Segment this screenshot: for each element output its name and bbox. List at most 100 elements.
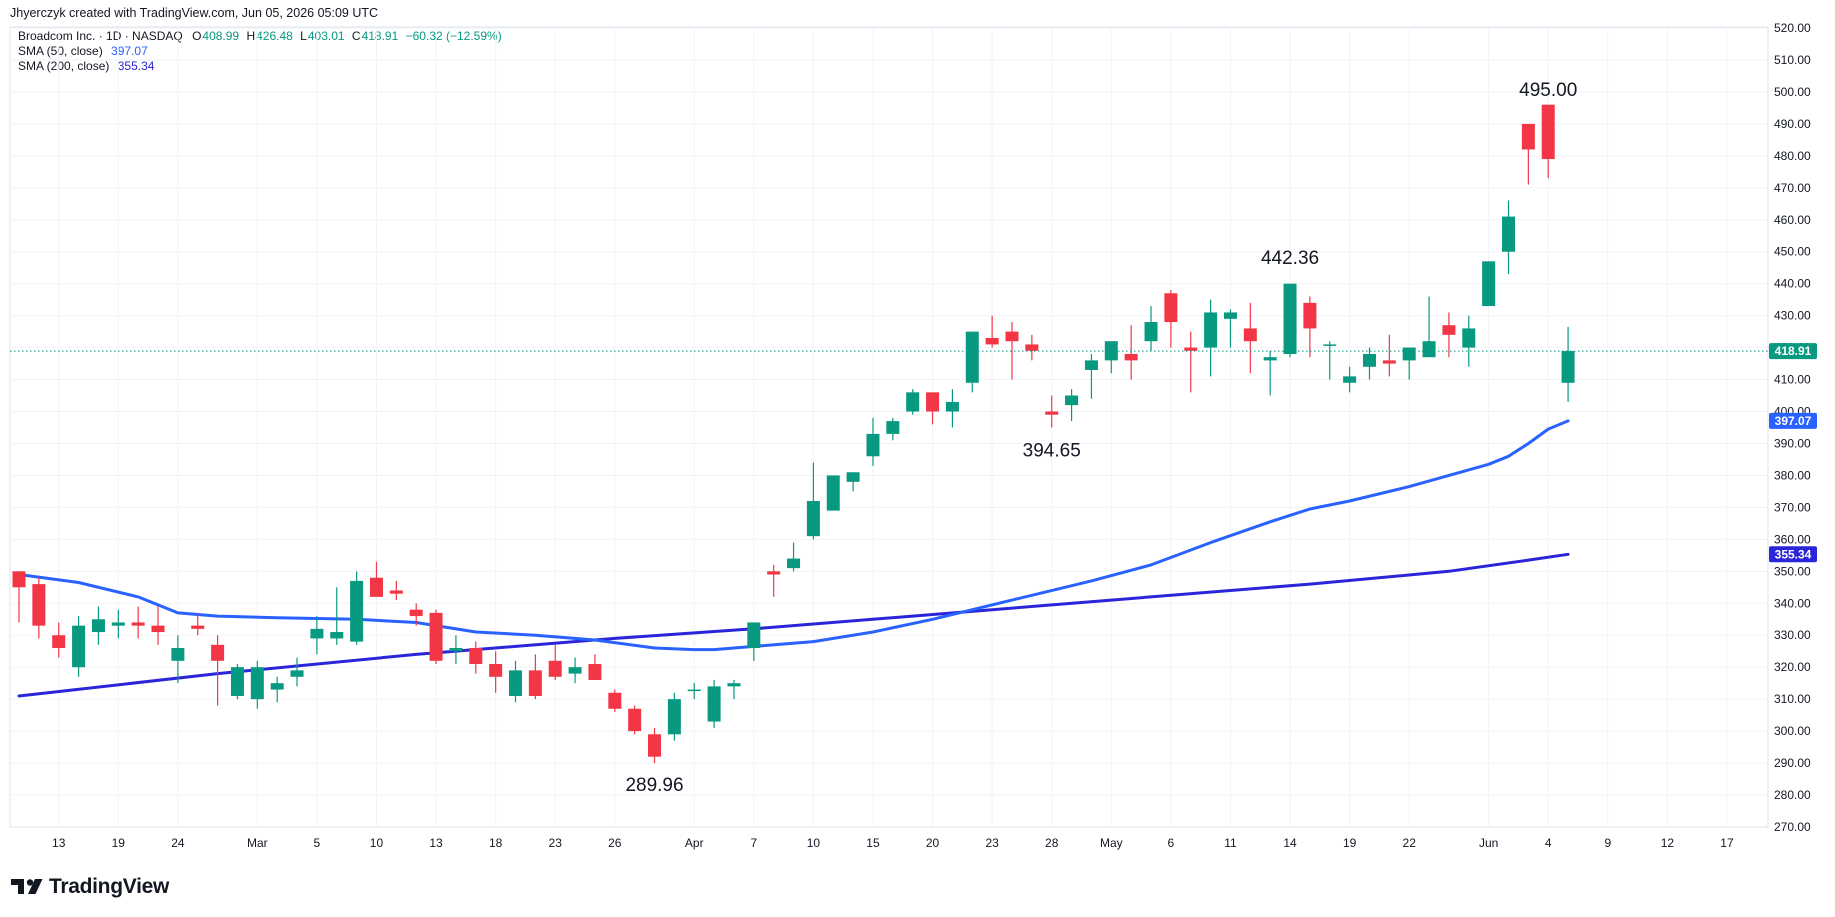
candle-body xyxy=(1164,293,1178,323)
candle-body xyxy=(648,734,662,757)
candle-body xyxy=(846,472,860,482)
candle-body xyxy=(12,571,26,588)
candle-body xyxy=(1561,351,1575,383)
y-tick-label: 380.00 xyxy=(1774,468,1811,482)
candle-body xyxy=(886,421,900,434)
sma50-price-tag-text: 397.07 xyxy=(1775,414,1812,428)
candle-body xyxy=(211,644,225,661)
x-tick-label: 7 xyxy=(750,836,757,850)
x-tick-label: 9 xyxy=(1604,836,1611,850)
x-tick-label: 22 xyxy=(1403,836,1417,850)
sma200-price-tag-bg xyxy=(1769,546,1817,563)
x-tick-label: Apr xyxy=(685,836,704,850)
change-value: −60.32 (−12.59%) xyxy=(405,29,502,43)
candle-body xyxy=(985,338,999,345)
x-tick-label: 13 xyxy=(429,836,443,850)
y-tick-label: 520.00 xyxy=(1774,21,1811,35)
candle-body xyxy=(926,392,940,412)
candle-body xyxy=(369,577,383,597)
y-tick-label: 480.00 xyxy=(1774,149,1811,163)
candle-body xyxy=(270,683,284,690)
open-value: 408.99 xyxy=(202,29,240,43)
candle-body xyxy=(449,648,463,652)
candle-body xyxy=(767,571,781,575)
x-tick-label: 19 xyxy=(112,836,126,850)
sma50-value: 397.07 xyxy=(111,44,148,58)
sma50-price-tag-bg xyxy=(1769,412,1817,429)
y-tick-label: 370.00 xyxy=(1774,500,1811,514)
y-tick-label: 310.00 xyxy=(1774,692,1811,706)
y-tick-label: 270.00 xyxy=(1774,820,1811,834)
price-annotation: 442.36 xyxy=(1261,248,1319,269)
x-tick-label: 19 xyxy=(1343,836,1357,850)
candle-body xyxy=(1482,261,1496,307)
candle-body xyxy=(787,558,801,569)
x-tick-label: 10 xyxy=(370,836,384,850)
candle-body xyxy=(1462,328,1476,348)
candle-body xyxy=(866,433,880,457)
y-tick-label: 470.00 xyxy=(1774,181,1811,195)
x-tick-label: 28 xyxy=(1045,836,1059,850)
candle-body xyxy=(806,501,820,537)
high-value: 426.48 xyxy=(256,29,293,43)
last-price-tag: 418.91 xyxy=(1769,343,1817,360)
y-tick-label: 350.00 xyxy=(1774,564,1811,578)
candle-body xyxy=(1084,360,1098,370)
low-label: L xyxy=(300,29,307,43)
candle-body xyxy=(528,670,542,696)
x-tick-label: 26 xyxy=(608,836,622,850)
x-tick-label: 23 xyxy=(549,836,563,850)
x-tick-label: 6 xyxy=(1168,836,1175,850)
candle-body xyxy=(1223,312,1237,319)
axes: 270.00 280.00 290.00 300.00 310.00 320.00 330.… xyxy=(10,21,1817,850)
candle-body xyxy=(32,584,46,626)
x-tick-label: 24 xyxy=(171,836,185,850)
y-tick-label: 500.00 xyxy=(1774,85,1811,99)
x-tick-label: 23 xyxy=(985,836,999,850)
last-price-tag-bg xyxy=(1769,343,1817,360)
candle-body xyxy=(409,609,423,617)
tradingview-logo[interactable]: TradingView xyxy=(11,875,169,899)
candle-body xyxy=(1283,283,1297,354)
candle-body xyxy=(1263,357,1277,361)
candle-body xyxy=(1204,312,1218,348)
candle-body xyxy=(1521,123,1535,150)
close-value: 418.91 xyxy=(361,29,399,43)
price-annotation: 289.96 xyxy=(625,775,683,796)
x-tick-label: 20 xyxy=(926,836,940,850)
candle-body xyxy=(1442,325,1456,335)
candle-body xyxy=(1323,344,1337,346)
candle-body xyxy=(1541,104,1555,160)
tradingview-logo-icon xyxy=(11,879,43,894)
y-tick-label: 290.00 xyxy=(1774,756,1811,770)
candle-body xyxy=(171,648,185,661)
y-tick-label: 300.00 xyxy=(1774,724,1811,738)
x-tick-label: Mar xyxy=(247,836,268,850)
candle-body xyxy=(1065,395,1079,406)
candle-body xyxy=(568,667,582,674)
candle-body xyxy=(151,625,165,633)
candle-body xyxy=(509,670,522,696)
candle-body xyxy=(429,612,443,661)
sma200-value: 355.34 xyxy=(117,59,155,73)
chart-attribution: Jhyerczyk created with TradingView.com, … xyxy=(10,6,379,20)
candle-body xyxy=(628,708,642,732)
candle-body xyxy=(131,622,145,626)
candle-body xyxy=(111,622,125,626)
price-annotation: 394.65 xyxy=(1023,441,1081,462)
candle-body xyxy=(945,401,959,412)
y-tick-label: 340.00 xyxy=(1774,596,1811,610)
sma200-price-tag: 355.34 xyxy=(1769,546,1817,563)
candle-body xyxy=(1243,328,1257,342)
sma50-legend: SMA (50, close) 397.07 xyxy=(18,44,148,58)
y-tick-label: 360.00 xyxy=(1774,532,1811,546)
sma200-legend: SMA (200, close) 355.34 xyxy=(18,59,154,73)
candle-body xyxy=(250,667,264,700)
sma50-line xyxy=(17,419,1570,652)
candle-body xyxy=(489,664,503,677)
candle-body xyxy=(350,580,364,642)
x-tick-label: 13 xyxy=(52,836,66,850)
candle-body xyxy=(1184,347,1198,351)
candle-body xyxy=(1422,341,1436,358)
